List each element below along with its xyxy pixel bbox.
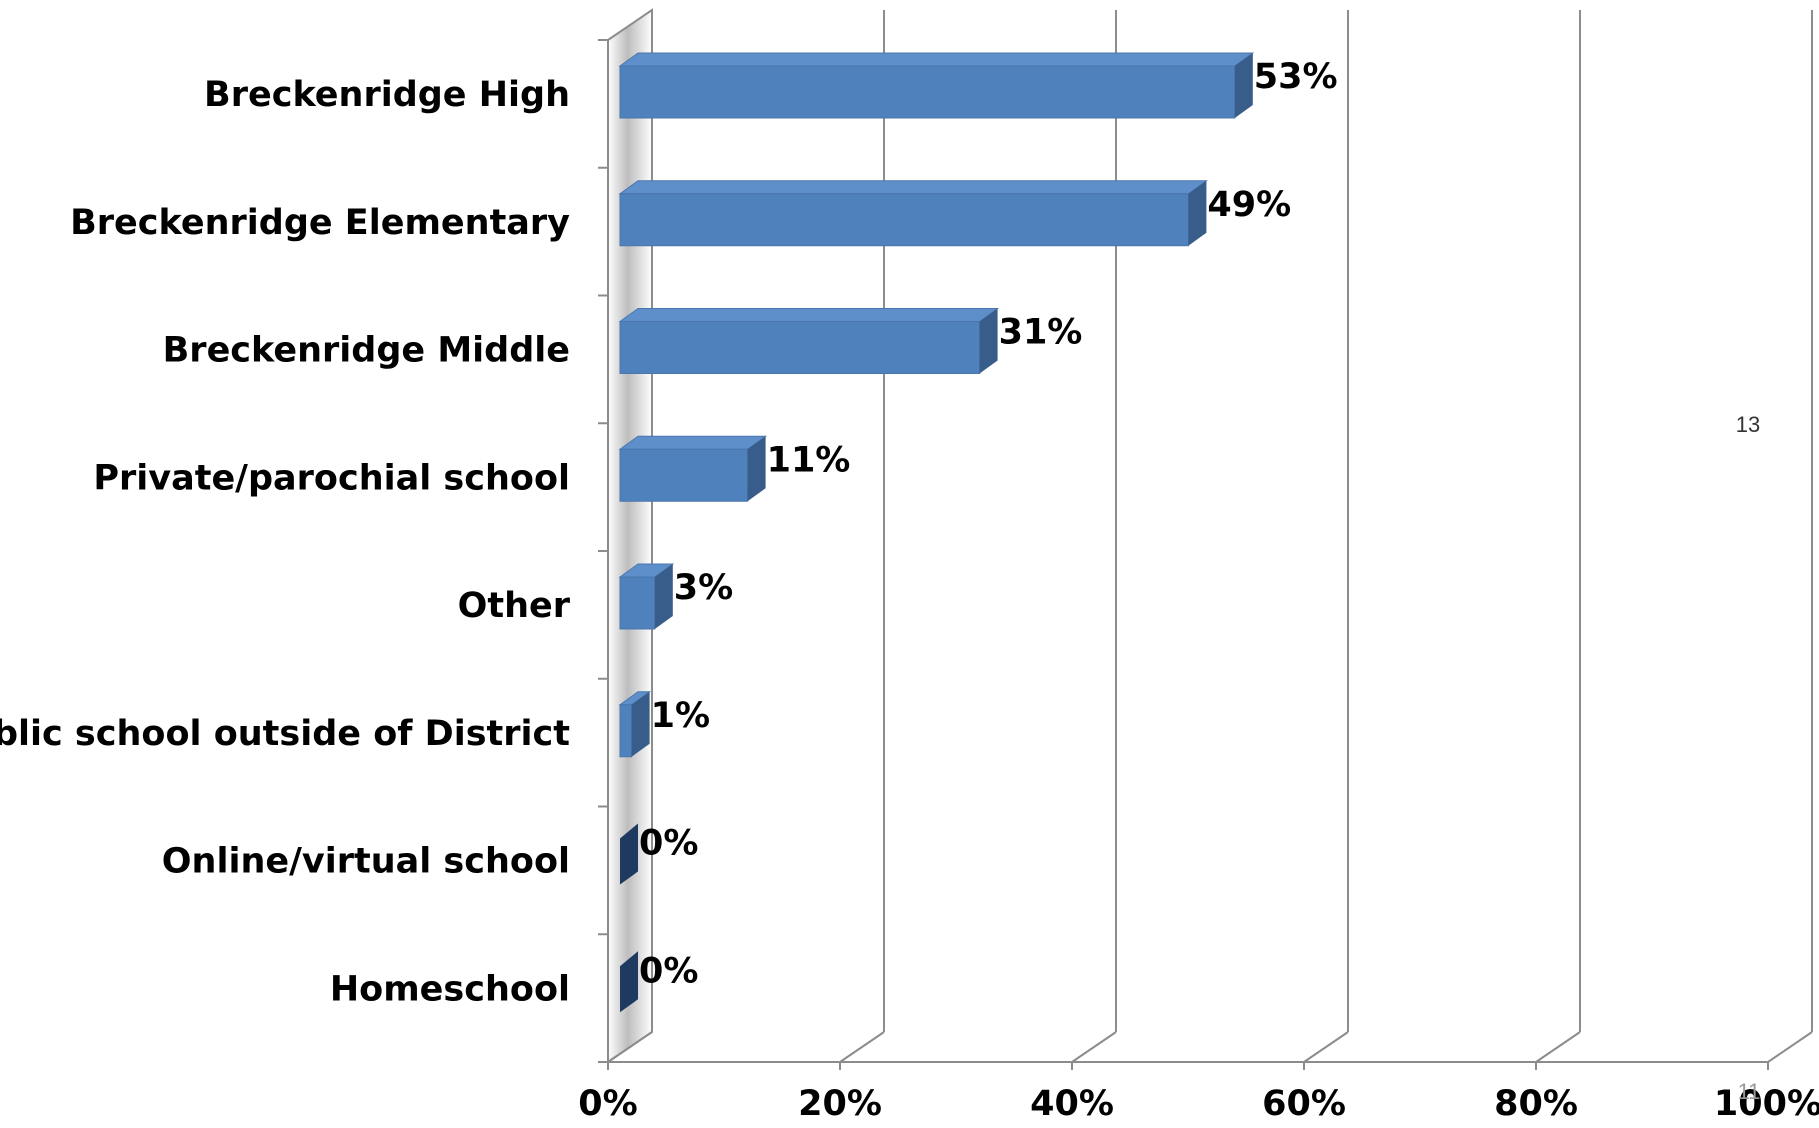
bar-side-face xyxy=(1234,53,1253,118)
x-tick-label: 20% xyxy=(798,1084,882,1124)
data-label: 0% xyxy=(639,824,698,864)
bar xyxy=(619,193,1189,247)
axes xyxy=(598,8,1813,1070)
bar xyxy=(620,823,638,885)
bar xyxy=(619,321,981,374)
gridline-floor xyxy=(1303,1031,1349,1063)
labels: 0% 20% 40% 60% 80% 100% 53% Breckenridge High 49… xyxy=(0,57,1819,1124)
gridline-floor xyxy=(1535,1031,1581,1063)
bar-side-face xyxy=(631,691,650,757)
bar xyxy=(620,951,638,1013)
bar-group xyxy=(620,823,638,885)
bar xyxy=(619,448,749,502)
y-tick-label: Public school outside of District xyxy=(0,714,570,754)
bar-group xyxy=(618,435,768,502)
y-tick-label: Breckenridge Middle xyxy=(163,331,570,371)
bar-group xyxy=(618,180,1208,247)
gridline-floor xyxy=(1071,1031,1117,1063)
bar-side-face xyxy=(747,436,766,502)
side-wall xyxy=(607,8,653,1064)
bar-top-face xyxy=(618,308,1000,322)
bar-group xyxy=(620,951,638,1013)
bar-group xyxy=(618,563,675,630)
page-number-bottom: 11 xyxy=(1738,1079,1761,1104)
data-label: 3% xyxy=(674,568,733,608)
x-tick-label: 40% xyxy=(1030,1084,1114,1124)
bars xyxy=(618,52,1255,1013)
gridline-floor xyxy=(607,1031,653,1063)
bar xyxy=(619,576,656,630)
x-tick-label: 0% xyxy=(578,1084,637,1124)
bar xyxy=(619,704,633,758)
y-tick-label: Online/virtual school xyxy=(162,842,570,882)
bar-top-face xyxy=(618,180,1208,195)
data-label: 31% xyxy=(999,313,1083,353)
data-label: 0% xyxy=(639,951,698,991)
bar-group xyxy=(618,691,652,758)
data-label: 11% xyxy=(767,440,851,480)
bar-side-face xyxy=(654,564,673,629)
data-label: 49% xyxy=(1207,185,1291,225)
gridline-floor xyxy=(839,1031,885,1063)
x-tick-label: 100% xyxy=(1714,1084,1819,1124)
bar xyxy=(619,65,1236,119)
y-tick-label: Breckenridge High xyxy=(204,75,570,115)
page-number-right: 13 xyxy=(1736,412,1760,437)
data-label: 1% xyxy=(651,696,710,736)
y-tick-label: Homeschool xyxy=(330,969,570,1009)
data-label: 53% xyxy=(1254,57,1338,97)
bar-group xyxy=(618,308,1000,374)
bar-side-face xyxy=(1188,180,1207,246)
gridline-floor xyxy=(1767,1031,1813,1063)
y-tick-label: Private/parochial school xyxy=(93,458,570,498)
bar-top-face xyxy=(618,52,1255,67)
bar-side-face xyxy=(979,308,998,374)
bar-top-face xyxy=(618,435,768,450)
bar-group xyxy=(618,52,1255,119)
x-tick-label: 60% xyxy=(1262,1084,1346,1124)
x-tick-label: 80% xyxy=(1494,1084,1578,1124)
y-tick-label: Breckenridge Elementary xyxy=(70,203,570,243)
y-tick-label: Other xyxy=(458,586,571,626)
